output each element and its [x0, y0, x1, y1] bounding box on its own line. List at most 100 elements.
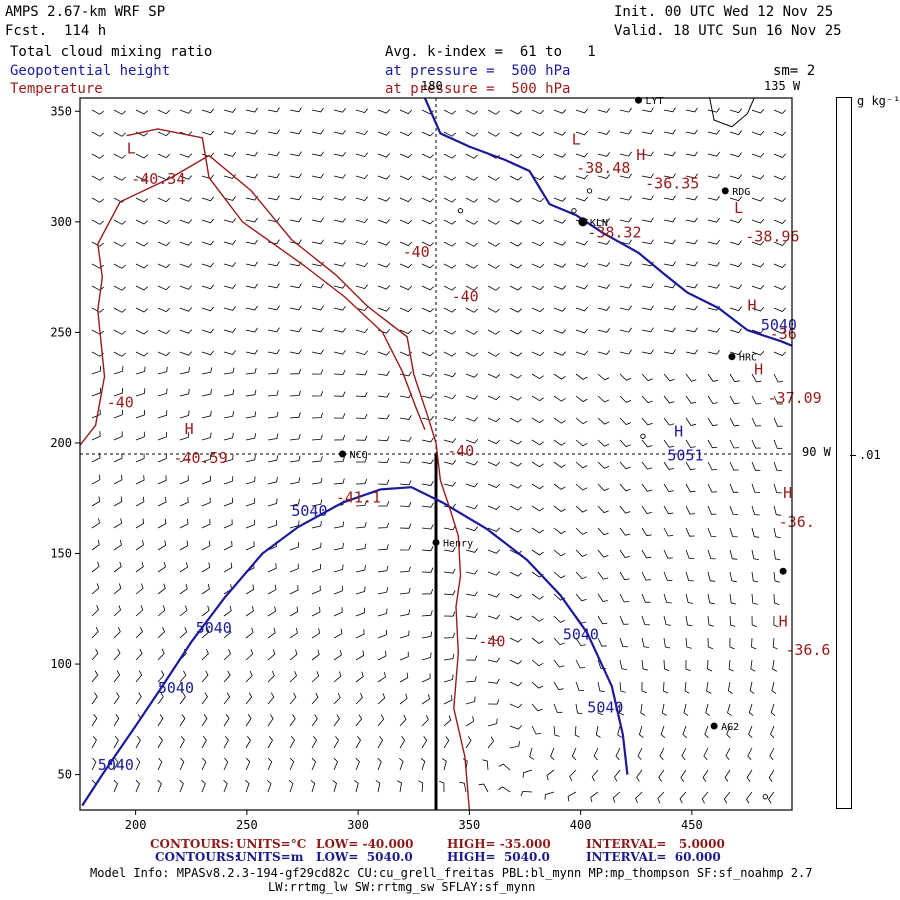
cloud-mark: [571, 208, 577, 214]
wind-barb-field: [91, 107, 787, 804]
footer-height-interval: INTERVAL= 60.000: [586, 850, 721, 864]
init-time: Init. 00 UTC Wed 12 Nov 25: [614, 4, 834, 20]
height-label: 5040: [587, 699, 623, 717]
temperature-label: H: [754, 360, 763, 378]
temperature-label: -40.59: [173, 449, 227, 467]
longitude-90w-label: 90 W: [802, 445, 831, 459]
temperature-label: -40.34: [131, 170, 185, 188]
x-tick-label: 200: [125, 818, 147, 832]
station-dot: [339, 450, 347, 458]
k-index-average: Avg. k-index = 61 to 1: [385, 44, 596, 60]
station-dot: [728, 353, 736, 361]
station-label: NCO: [350, 450, 368, 461]
station-dot: [779, 567, 787, 575]
field-geopotential-height: Geopotential height: [10, 63, 171, 79]
temperature-label: L: [572, 130, 581, 148]
temperature-label: -38.32: [587, 223, 641, 241]
temperature-label: -41.1: [336, 489, 381, 507]
station-dot: [432, 538, 440, 546]
model-info-radiation: LW:rrtmg_lw SW:rrtmg_sw SFLAY:sf_mynn: [268, 880, 536, 894]
forecast-hour: Fcst. 114 h: [5, 23, 107, 39]
temperature-label: -40: [107, 394, 134, 412]
footer-temp-interval: INTERVAL= 5.0000: [586, 837, 725, 851]
height-contour-5040: [423, 98, 792, 347]
field-temperature: Temperature: [10, 81, 103, 97]
temperature-label: H: [779, 612, 788, 630]
temperature-label: -36.35: [645, 175, 699, 193]
temperature-label: -36: [770, 325, 797, 343]
x-tick-label: 450: [681, 818, 703, 832]
x-tick-label: 300: [347, 818, 369, 832]
field-cloud-mixing-ratio: Total cloud mixing ratio: [10, 44, 213, 60]
station-dot: [721, 187, 729, 195]
contour-lines: [80, 98, 792, 810]
footer-height-contours: CONTOURS:: [155, 850, 239, 864]
valid-time: Valid. 18 UTC Sun 16 Nov 25: [614, 23, 842, 39]
footer-temp-low: LOW= -40.000: [316, 837, 414, 851]
footer-temp-contours: CONTOURS:: [150, 837, 234, 851]
height-label: 5051: [667, 447, 703, 465]
height-label: 5040: [158, 679, 194, 697]
temperature-label: -40: [478, 632, 505, 650]
height-contour-5040: [81, 486, 629, 807]
height-label: 5040: [761, 316, 797, 334]
x-tick-label: 350: [459, 818, 481, 832]
y-tick-label: 200: [50, 436, 72, 450]
map-marks: L-40.34L-38.48H-36.35-38.32L-38.96H-36H-…: [98, 96, 830, 800]
station-label: HRC: [739, 353, 757, 364]
footer-height-units: UNITS=m: [236, 850, 304, 864]
temperature-contour-minus40: [126, 128, 426, 430]
y-tick-label: 350: [50, 104, 72, 118]
cloud-mark: [640, 433, 646, 439]
colorbar: [836, 97, 852, 809]
pressure-level-temperature: at pressure = 500 hPa: [385, 81, 571, 97]
wind-barbs: [91, 107, 787, 804]
colorbar-tick-mark: [850, 455, 856, 456]
footer-temp-units: UNITS=°C: [236, 837, 307, 851]
station-dot: [578, 217, 588, 227]
cloud-mark: [586, 188, 593, 194]
station-dot: [710, 722, 718, 730]
cloud-mark: [457, 208, 464, 214]
height-label: 5040: [196, 619, 232, 637]
y-tick-label: 50: [58, 768, 72, 782]
colorbar-tick-label: .01: [859, 448, 881, 462]
temperature-label: -37.09: [768, 389, 822, 407]
temperature-label: -40: [403, 243, 430, 261]
temperature-label: H: [748, 296, 757, 314]
axis-ticks: 200 250 300 350 400 450 50 100 150 200 250 300 350: [50, 104, 702, 832]
model-info: Model Info: MPASv8.2.3-194-gf29cd82c CU:…: [90, 866, 813, 880]
y-tick-label: 100: [50, 657, 72, 671]
y-tick-label: 150: [50, 547, 72, 561]
height-label: 5040: [98, 756, 134, 774]
height-label: H: [674, 422, 683, 440]
temperature-contour-minus40: [80, 154, 471, 810]
temperature-label: -38.96: [745, 228, 799, 246]
footer-temp-high: HIGH= -35.000: [447, 837, 551, 851]
temperature-label: L: [127, 139, 136, 157]
temperature-label: -40: [447, 442, 474, 460]
station-label: KLN: [590, 218, 608, 229]
longitude-135w-label: 135 W: [764, 79, 801, 93]
station-label: LYT: [645, 96, 663, 107]
temperature-label: -36.: [779, 513, 815, 531]
smoothing-label: sm= 2: [773, 63, 816, 79]
pressure-level-height: at pressure = 500 hPa: [385, 63, 571, 79]
coastline: [709, 98, 755, 128]
height-label: 5040: [563, 626, 599, 644]
temperature-label: H: [185, 420, 194, 438]
temperature-label: -38.48: [576, 159, 630, 177]
footer-height-high: HIGH= 5040.0: [447, 850, 550, 864]
temperature-label: -40: [452, 287, 479, 305]
cloud-mark: [762, 794, 768, 800]
map-overlays: [80, 98, 792, 810]
station-label: RDG: [732, 187, 750, 198]
temperature-label: L: [734, 199, 743, 217]
y-tick-label: 250: [50, 325, 72, 339]
temperature-label: -36.6: [785, 641, 830, 659]
longitude-180-label: 180: [421, 79, 443, 93]
x-tick-label: 250: [236, 818, 258, 832]
y-tick-label: 300: [50, 215, 72, 229]
station-label: Henry: [443, 538, 473, 549]
